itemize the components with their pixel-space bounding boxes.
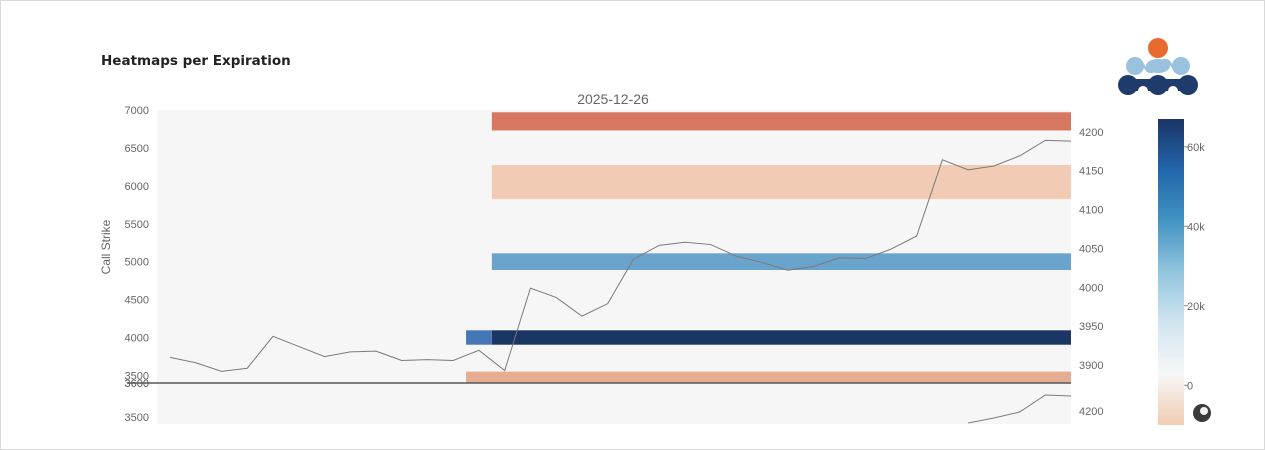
plot-background	[157, 110, 1071, 383]
second-panel-y-tick: 3500	[125, 412, 149, 424]
heatmap-band-4	[466, 330, 492, 345]
y2-tick-label: 4050	[1079, 243, 1103, 255]
colorbar-tick-label: 60k	[1187, 142, 1205, 154]
y-axis-label: Call Strike	[99, 219, 113, 274]
second-plot-background	[157, 384, 1071, 424]
y-tick-label: 5000	[125, 257, 149, 269]
y2-tick-label: 4100	[1079, 205, 1103, 217]
heatmap-band-1	[491, 164, 1071, 200]
colorbar-tick-label: 20k	[1187, 301, 1205, 313]
y2-tick-label: 3900	[1079, 360, 1103, 372]
y2-tick-label: 4200	[1079, 127, 1103, 139]
y-tick-label: 4000	[125, 333, 149, 345]
y2-tick-label: 3950	[1079, 321, 1103, 333]
heatmap-band-2	[491, 253, 1071, 271]
y2-tick-label: 4150	[1079, 166, 1103, 178]
y-tick-label: 4500	[125, 295, 149, 307]
colorbar-gradient	[1158, 119, 1184, 425]
second-panel-y2-tick: 4200	[1079, 406, 1103, 418]
underlying-price-line	[169, 139, 1071, 372]
y-tick-label: 3500	[125, 370, 149, 382]
y-tick-label: 5500	[125, 219, 149, 231]
second-panel-price-line	[968, 394, 1071, 424]
brand-logo	[1118, 38, 1198, 96]
y2-tick-label: 4000	[1079, 282, 1103, 294]
colorbar-tick-label: 0	[1187, 380, 1193, 392]
heatmap-band-6	[466, 375, 1071, 383]
section-title: Heatmaps per Expiration	[101, 53, 291, 69]
heatmap-band-5	[466, 371, 1071, 380]
partial-avatar	[1193, 404, 1211, 422]
heatmap-band-3	[491, 330, 1071, 345]
heatmap-band-0	[491, 112, 1071, 131]
logo-orange-dot	[1148, 38, 1168, 58]
y-tick-label: 6000	[125, 181, 149, 193]
chart-title: 2025-12-26	[577, 91, 649, 107]
y-tick-label: 7000	[125, 105, 149, 117]
colorbar-tick-label: 40k	[1187, 221, 1205, 233]
y-tick-label: 6500	[125, 143, 149, 155]
strike-divider-label: 3600	[125, 378, 149, 390]
